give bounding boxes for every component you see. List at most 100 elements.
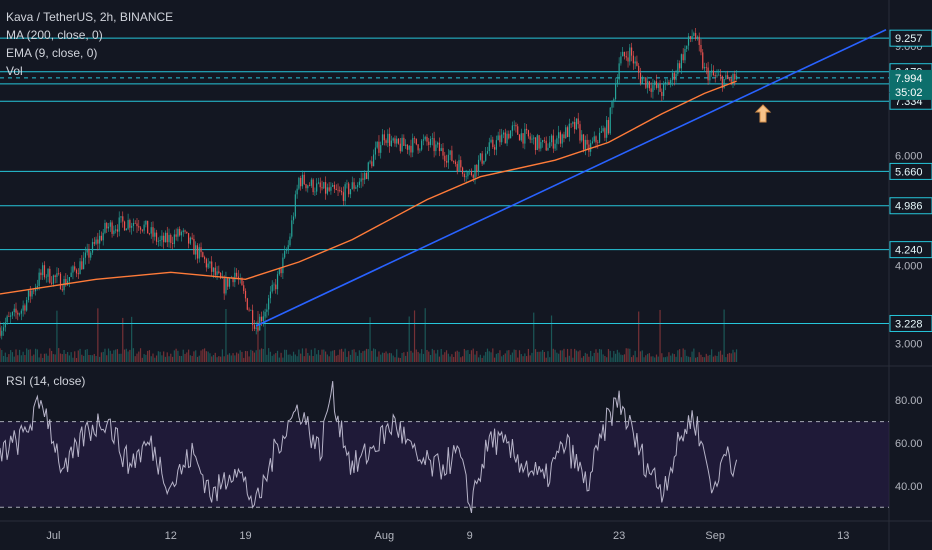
rsi-tick-label: 60.00	[895, 438, 923, 450]
candle-body	[673, 72, 675, 80]
candle-body	[136, 223, 138, 227]
symbol-title[interactable]: Kava / TetherUS, 2h, BINANCE	[6, 10, 174, 24]
candle-body	[481, 153, 483, 164]
candle-body	[367, 162, 369, 180]
candle-body	[415, 138, 417, 145]
candle-body	[72, 266, 74, 273]
volume-bar	[230, 355, 232, 362]
candle-body	[358, 181, 360, 186]
candle-body	[709, 72, 711, 81]
volume-bar	[719, 350, 722, 362]
volume-bar	[463, 348, 465, 362]
volume-bar	[45, 353, 47, 362]
candle-body	[454, 161, 457, 164]
volume-bar	[670, 355, 672, 362]
volume-bar	[326, 354, 328, 362]
volume-bar	[728, 352, 731, 362]
candle-body	[236, 272, 238, 277]
time-tick-label: 19	[239, 530, 251, 542]
volume-bar	[581, 357, 583, 362]
rsi-pane[interactable]: 80.00 60.00 40.00	[0, 381, 923, 514]
volume-bar	[419, 353, 421, 362]
volume-bar	[102, 351, 104, 362]
volume-bar	[447, 353, 449, 362]
volume-bar	[273, 354, 275, 362]
volume-bar	[287, 354, 289, 362]
candle-body	[321, 187, 323, 189]
candle-body	[648, 81, 650, 89]
candle-body	[241, 278, 243, 286]
volume-bar	[735, 349, 738, 362]
volume-bar	[125, 348, 127, 362]
rsi-legend: RSI (14, close)	[6, 372, 85, 390]
candle-body	[75, 269, 78, 274]
volume-bar	[584, 352, 586, 362]
volume-bar	[686, 355, 688, 362]
volume-bar	[139, 348, 142, 362]
volume-bar	[732, 349, 734, 362]
volume-bar	[6, 357, 8, 362]
indicator-ema9[interactable]: EMA (9, close, 0)	[6, 46, 98, 60]
candle-body	[467, 171, 469, 177]
volume-bar	[510, 354, 512, 362]
volume-bar	[360, 352, 362, 362]
volume-bar	[508, 350, 510, 362]
candle-body	[547, 147, 549, 151]
candle-body	[282, 257, 284, 274]
candle-body	[2, 327, 5, 331]
volume-bar	[582, 356, 585, 362]
candle-body	[396, 138, 398, 144]
volume-bar	[517, 357, 519, 362]
volume-bar	[607, 349, 610, 362]
rsi-title[interactable]: RSI (14, close)	[6, 374, 86, 388]
volume-bar	[481, 357, 483, 362]
volume-bar	[611, 357, 613, 362]
volume-bar	[652, 356, 654, 362]
candle-body	[344, 184, 346, 201]
candle-body	[588, 144, 590, 152]
volume-bar	[342, 351, 344, 362]
volume-bar	[147, 350, 149, 362]
candle-body	[469, 171, 471, 172]
candle-body	[173, 234, 175, 244]
volume-bar	[123, 349, 126, 362]
volume-bar	[387, 353, 389, 362]
candle-body	[664, 82, 666, 84]
trend-line	[255, 29, 887, 327]
candle-body	[422, 139, 425, 141]
volume-bar	[365, 348, 368, 362]
volume-bar	[712, 356, 715, 362]
indicator-volume[interactable]: Vol	[6, 64, 23, 78]
candle-body	[29, 290, 31, 297]
indicator-ma200[interactable]: MA (200, close, 0)	[6, 28, 103, 42]
candle-body	[550, 135, 553, 143]
candle-body	[319, 182, 321, 188]
candle-body	[88, 248, 90, 258]
candle-body	[106, 223, 108, 229]
volume-bar	[558, 353, 560, 362]
candle-body	[220, 273, 222, 279]
volume-bar	[369, 317, 371, 362]
candle-body	[300, 178, 302, 187]
time-tick-label: Jul	[46, 530, 60, 542]
volume-bar	[479, 354, 481, 362]
volume-bar	[173, 350, 175, 362]
level-price-tag: 5.660	[895, 166, 923, 178]
volume-bar	[284, 349, 286, 362]
candle-body	[111, 222, 113, 234]
candle-body	[675, 73, 677, 80]
time-axis[interactable]: Jul 12 19 Aug 9 23 Sep 13	[46, 530, 849, 542]
candle-body	[10, 315, 12, 317]
candle-body	[150, 227, 152, 234]
candle-body	[52, 275, 54, 284]
candle-body	[565, 127, 567, 139]
candle-body	[40, 272, 42, 276]
volume-bar	[75, 357, 78, 362]
candle-body	[661, 91, 663, 96]
volume-bar	[623, 354, 626, 362]
candle-body	[534, 137, 537, 151]
volume-bar	[638, 311, 640, 362]
volume-bar	[63, 350, 65, 362]
volume-bar	[502, 354, 505, 362]
